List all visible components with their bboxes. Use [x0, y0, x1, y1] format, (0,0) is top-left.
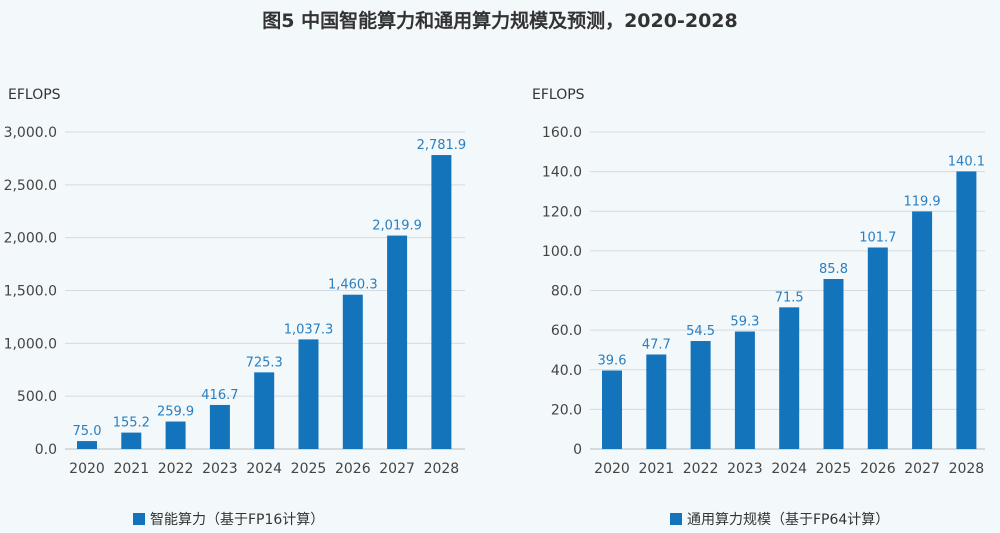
x-tick-label: 2023: [727, 461, 763, 477]
bar-2025: [298, 339, 319, 449]
bar-2021: [121, 432, 142, 449]
y-axis-unit: EFLOPS: [532, 87, 585, 103]
x-tick-label: 2024: [246, 461, 282, 477]
bar-2024: [254, 372, 275, 449]
y-tick-label: 100.0: [542, 244, 582, 260]
bar-2024: [779, 307, 800, 449]
bar-2027: [387, 235, 408, 449]
y-axis-unit: EFLOPS: [8, 87, 61, 103]
legend-swatch: [133, 513, 145, 525]
legend-label: 智能算力（基于FP16计算）: [150, 511, 324, 528]
data-label: 119.9: [903, 194, 940, 209]
bar-2025: [823, 279, 844, 449]
data-label: 1,037.3: [284, 322, 334, 337]
y-tick-label: 20.0: [551, 402, 582, 418]
y-tick-label: 80.0: [551, 284, 582, 300]
bar-2028: [431, 155, 452, 449]
y-tick-label: 3,000.0: [4, 125, 57, 141]
x-tick-label: 2028: [424, 461, 460, 477]
y-tick-label: 1,000.0: [4, 336, 57, 352]
x-tick-label: 2027: [904, 461, 940, 477]
bar-2022: [690, 341, 711, 449]
data-label: 2,781.9: [417, 138, 467, 153]
y-tick-label: 500.0: [17, 389, 57, 405]
data-label: 75.0: [73, 424, 102, 439]
data-label: 1,460.3: [328, 278, 378, 293]
bar-2022: [165, 421, 186, 449]
y-tick-label: 140.0: [542, 165, 582, 181]
data-label: 54.5: [686, 324, 715, 339]
bar-2023: [209, 404, 230, 449]
x-tick-label: 2020: [69, 461, 105, 477]
y-tick-label: 120.0: [542, 204, 582, 220]
data-label: 2,019.9: [372, 219, 422, 234]
y-tick-label: 1,500.0: [4, 284, 57, 300]
data-label: 155.2: [113, 416, 150, 431]
legend-swatch: [670, 513, 682, 525]
data-label: 416.7: [201, 388, 238, 403]
data-label: 59.3: [730, 315, 759, 330]
x-tick-label: 2028: [949, 461, 985, 477]
x-tick-label: 2021: [638, 461, 674, 477]
x-tick-label: 2026: [860, 461, 896, 477]
chart-title: 图5 中国智能算力和通用算力规模及预测，2020-2028: [262, 10, 738, 32]
x-tick-label: 2025: [291, 461, 327, 477]
x-tick-label: 2027: [379, 461, 415, 477]
x-tick-label: 2025: [816, 461, 852, 477]
x-tick-label: 2024: [771, 461, 807, 477]
data-label: 140.1: [948, 154, 985, 169]
y-tick-label: 0: [573, 442, 582, 458]
bar-2026: [867, 247, 888, 449]
bar-2023: [734, 331, 755, 449]
y-tick-label: 60.0: [551, 323, 582, 339]
bar-2027: [912, 211, 933, 449]
y-tick-label: 2,500.0: [4, 178, 57, 194]
y-tick-label: 0.0: [35, 442, 57, 458]
x-tick-label: 2020: [594, 461, 630, 477]
legend-label: 通用算力规模（基于FP64计算）: [687, 511, 889, 528]
data-label: 259.9: [157, 405, 194, 420]
data-label: 101.7: [859, 231, 896, 246]
x-tick-label: 2021: [113, 461, 149, 477]
y-tick-label: 2,000.0: [4, 231, 57, 247]
data-label: 725.3: [246, 355, 283, 370]
x-tick-label: 2022: [158, 461, 194, 477]
bar-2026: [342, 294, 363, 449]
data-label: 71.5: [775, 290, 804, 305]
bar-2028: [956, 171, 977, 449]
y-tick-label: 40.0: [551, 363, 582, 379]
bar-2021: [646, 354, 667, 449]
x-tick-label: 2026: [335, 461, 371, 477]
data-label: 47.7: [642, 337, 671, 352]
x-tick-label: 2023: [202, 461, 238, 477]
y-tick-label: 160.0: [542, 125, 582, 141]
x-tick-label: 2022: [683, 461, 719, 477]
bar-2020: [77, 441, 97, 449]
data-label: 85.8: [819, 262, 848, 277]
data-label: 39.6: [598, 354, 627, 369]
bar-2020: [602, 370, 622, 449]
